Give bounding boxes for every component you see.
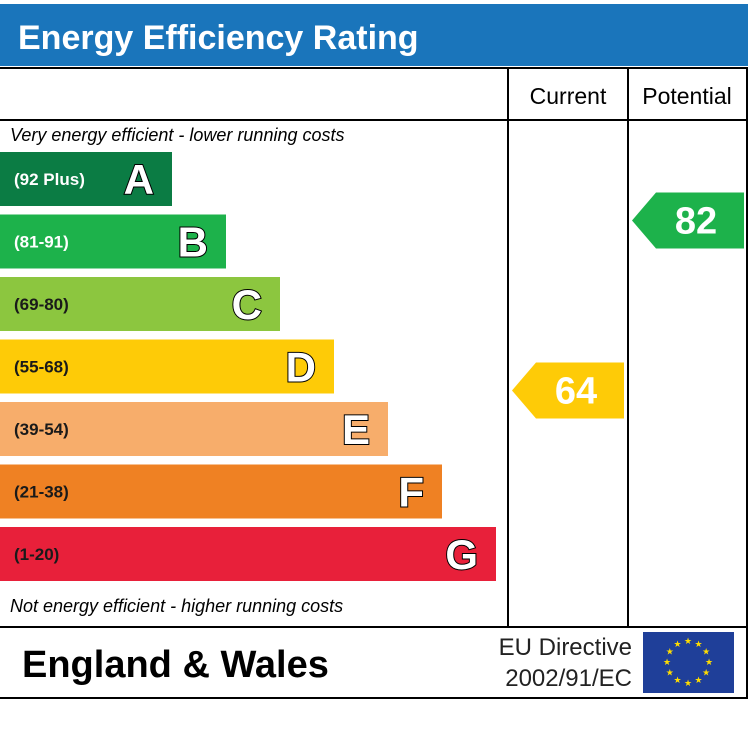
eu-star-icon: ★ — [673, 676, 681, 686]
eu-star-icon: ★ — [702, 669, 710, 679]
band-c: (69-80) C — [0, 277, 280, 331]
eu-star-icon: ★ — [694, 640, 702, 650]
band-range-d: (55-68) — [14, 358, 69, 377]
band-e: (39-54) E — [0, 402, 388, 456]
band-range-f: (21-38) — [14, 483, 69, 502]
band-range-c: (69-80) — [14, 295, 69, 314]
rating-bands: (92 Plus) A (81-91) B (69-80) C (55-68) D (39-54… — [0, 152, 496, 581]
eu-star-icon: ★ — [673, 640, 681, 650]
eu-star-icon: ★ — [663, 658, 671, 668]
band-letter-b: B — [178, 219, 208, 266]
band-letter-g: G — [445, 531, 478, 578]
band-range-a: (92 Plus) — [14, 170, 85, 189]
eu-star-icon: ★ — [694, 676, 702, 686]
current-rating-arrow-value: 64 — [555, 371, 597, 413]
footer-directive-line2: 2002/91/EC — [505, 665, 632, 692]
band-bar-a — [0, 152, 172, 206]
band-bar-d — [0, 339, 334, 394]
eu-star-icon: ★ — [705, 658, 713, 668]
current-rating-arrow: 64 — [512, 362, 624, 419]
potential-rating-arrow: 82 — [632, 192, 744, 249]
band-letter-f: F — [398, 469, 424, 516]
band-bar-e — [0, 402, 388, 456]
column-header-current: Current — [530, 83, 607, 109]
eu-star-icon: ★ — [666, 669, 674, 679]
top-note: Very energy efficient - lower running co… — [10, 125, 345, 145]
eu-star-icon: ★ — [684, 679, 692, 689]
potential-rating-arrow-shape — [632, 192, 744, 249]
band-range-b: (81-91) — [14, 233, 69, 252]
band-bar-f — [0, 464, 442, 519]
chart-title: Energy Efficiency Rating — [18, 19, 419, 57]
band-letter-d: D — [286, 344, 316, 391]
potential-rating-arrow-value: 82 — [675, 201, 717, 243]
band-a: (92 Plus) A — [0, 152, 172, 206]
band-range-g: (1-20) — [14, 545, 59, 564]
eu-star-icon: ★ — [702, 648, 710, 658]
footer-directive-line1: EU Directive — [499, 634, 632, 661]
rating-arrows: 64 82 — [512, 192, 744, 419]
band-bar-g — [0, 527, 496, 581]
band-letter-c: C — [232, 281, 262, 328]
band-letter-a: A — [124, 156, 154, 203]
table-frame — [0, 67, 748, 699]
header-bar — [0, 4, 748, 66]
band-g: (1-20) G — [0, 527, 496, 581]
band-f: (21-38) F — [0, 464, 442, 519]
band-d: (55-68) D — [0, 339, 334, 394]
column-header-potential: Potential — [642, 83, 732, 109]
band-b: (81-91) B — [0, 214, 226, 269]
eu-star-icon: ★ — [666, 648, 674, 658]
current-rating-arrow-shape — [512, 362, 624, 419]
footer-region: England & Wales — [22, 644, 329, 686]
band-letter-e: E — [342, 406, 370, 453]
eu-star-icon: ★ — [684, 637, 692, 647]
band-range-e: (39-54) — [14, 420, 69, 439]
band-bar-b — [0, 214, 226, 269]
eu-flag-icon: ★ ★★★★★★★★★★★ — [643, 632, 734, 693]
band-bar-c — [0, 277, 280, 331]
bottom-note: Not energy efficient - higher running co… — [10, 596, 343, 616]
